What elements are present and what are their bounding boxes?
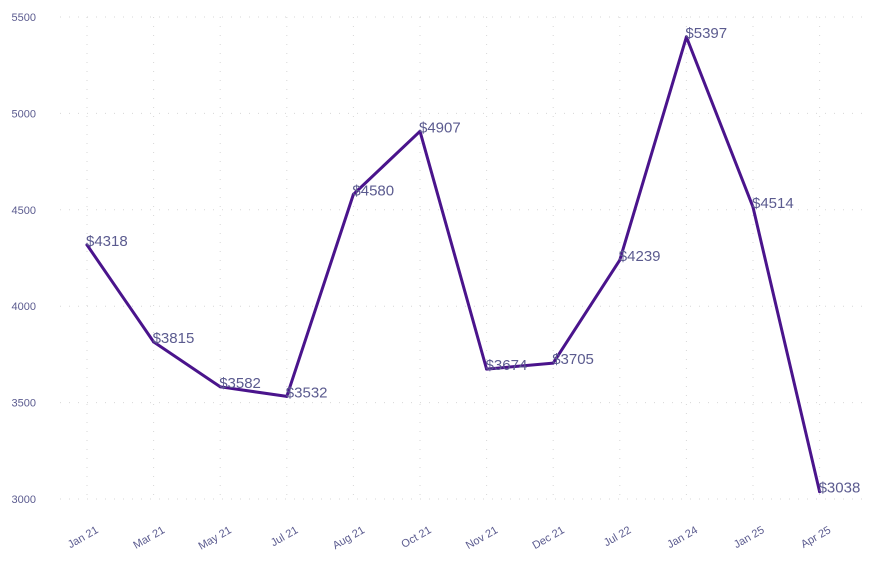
x-tick-label: Jan 21 [66,524,101,551]
y-tick-label: 3000 [12,494,36,506]
y-tick-label: 5500 [12,12,36,24]
data-point [751,205,755,209]
x-tick-label: Jan 25 [732,524,767,551]
x-tick-label: Aug 21 [331,524,367,552]
data-point [285,394,289,398]
data-label: $4514 [752,195,794,212]
y-axis: 3000 3500 4000 4500 5000 5500 [12,12,36,506]
x-axis: Jan 21 Mar 21 May 21 Jul 21 Aug 21 Oct 21 Nov … [66,524,833,552]
data-point [152,340,156,344]
y-tick-label: 5000 [12,108,36,120]
data-point [818,490,822,494]
data-label: $3532 [286,384,328,401]
data-label: $4318 [86,233,128,250]
y-tick-label: 4500 [12,205,36,217]
grid-layer [60,16,865,500]
data-label: $3582 [219,375,261,392]
y-tick-label: 4000 [12,301,36,313]
data-label: $5397 [685,25,727,42]
data-point [85,243,89,247]
x-tick-label: Mar 21 [131,524,167,552]
data-label: $4580 [352,182,394,199]
data-labels: $4318 $3815 $3582 $3532 $4580 $4907 $3674 $3705… [86,25,860,497]
x-tick-label: May 21 [196,524,233,552]
x-tick-label: Jul 21 [269,524,300,549]
y-tick-label: 3500 [12,398,36,410]
data-label: $3815 [153,330,195,347]
data-point [618,258,622,262]
x-tick-label: Dec 21 [531,524,567,552]
x-tick-label: Jul 22 [602,524,633,549]
series-line [85,35,822,494]
data-label: $3038 [819,480,861,497]
data-label: $4239 [619,248,661,265]
data-label: $4907 [419,119,461,136]
x-tick-label: Apr 25 [799,524,833,551]
series-layer [85,35,822,494]
data-point [551,361,555,365]
data-point [485,367,489,371]
x-tick-label: Oct 21 [399,524,433,551]
x-tick-label: Nov 21 [464,524,500,552]
data-point [418,129,422,133]
data-point [218,385,222,389]
data-point [684,35,688,39]
data-label: $3674 [486,357,528,374]
x-tick-label: Jan 24 [665,524,700,551]
data-point [351,192,355,196]
data-label: $3705 [552,351,594,368]
